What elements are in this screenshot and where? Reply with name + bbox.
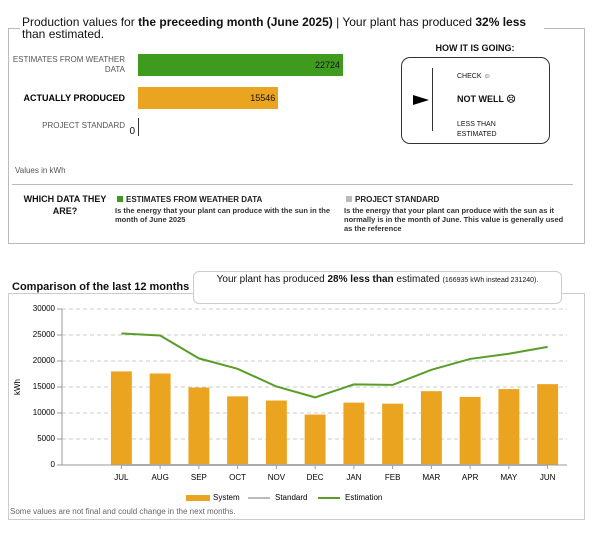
arrow: [413, 95, 429, 105]
y-tick-label: 30000: [33, 304, 56, 313]
legend-swatch: [186, 495, 210, 501]
bar-value: 0: [129, 126, 135, 137]
legend-label: System: [213, 493, 240, 502]
bar: [498, 389, 520, 465]
bar: [382, 403, 404, 465]
bar: [343, 402, 365, 465]
header-text: | Your plant has produced: [332, 15, 476, 29]
message-text: 28% less than: [327, 274, 394, 285]
message-text: (166935 kWh instead 231240).: [442, 277, 539, 284]
status-arrow: [413, 95, 429, 105]
chart-title: Comparison of the last 12 months: [8, 281, 194, 293]
bar: [149, 373, 171, 465]
bar-value: 15546: [250, 93, 276, 103]
bar: [537, 384, 559, 465]
x-tick-label: AUG: [151, 473, 168, 482]
bar: [420, 391, 442, 465]
bar: [110, 371, 132, 465]
bar: [138, 87, 279, 109]
y-tick-label: 0: [51, 460, 56, 469]
bar: [188, 387, 210, 465]
bar: [138, 54, 343, 76]
legend-label: Standard: [275, 493, 307, 502]
chart-note: Some values are not final and could chan…: [10, 507, 236, 516]
x-tick-label: DEC: [307, 473, 324, 482]
x-tick-label: SEP: [191, 473, 207, 482]
bar: [227, 396, 249, 465]
legend-label: Estimation: [345, 493, 382, 502]
message-text: Your plant has produced: [216, 274, 328, 285]
comparison-message: Your plant has produced 28% less than es…: [193, 271, 562, 304]
bar-label: PROJECT STANDARD: [42, 121, 125, 130]
line: [121, 332, 548, 399]
x-tick-label: FEB: [385, 473, 401, 482]
units-note: Values in kWh: [15, 166, 66, 175]
x-tick-label: MAY: [501, 473, 518, 482]
y-tick-label: 5000: [37, 434, 55, 443]
x-tick-label: NOV: [268, 473, 286, 482]
legend-description: Is the energy that your plant can produc…: [115, 206, 331, 224]
status-box: CHECK ☺ NOT WELL ☹ LESS THAN ESTIMATED: [401, 57, 550, 144]
status-level: LESS THAN ESTIMATED: [457, 121, 497, 138]
status-level: CHECK ☺: [457, 73, 491, 80]
x-tick-label: OCT: [229, 473, 246, 482]
y-tick-label: 25000: [33, 330, 56, 339]
bar: [265, 400, 287, 465]
message-text: estimated: [393, 274, 443, 285]
bottom-panel-frame: [8, 293, 585, 520]
legend-swatch: [346, 196, 352, 202]
bar-value: 22724: [314, 60, 340, 70]
legend-description: Is the energy that your plant can produc…: [344, 206, 564, 233]
x-tick-label: MAR: [422, 473, 440, 482]
legend-swatch: [117, 196, 123, 202]
legend-name: ESTIMATES FROM WEATHER DATA: [126, 195, 263, 204]
status-level: NOT WELL ☹: [457, 94, 516, 104]
bar-label: ACTUALLY PRODUCED: [23, 93, 125, 103]
y-tick-label: 10000: [33, 408, 56, 417]
header-text: Production values for: [22, 15, 139, 29]
legend-name: PROJECT STANDARD: [355, 195, 440, 204]
bar-label: ESTIMATES FROM WEATHER DATA: [12, 55, 125, 74]
header-text: the preceeding month (June 2025): [138, 15, 333, 29]
bar: [304, 414, 326, 465]
panel-header: Production values for the preceeding mon…: [20, 16, 544, 40]
legend-title: WHICH DATA THEY ARE?: [23, 194, 107, 216]
x-tick-label: JAN: [346, 473, 361, 482]
y-axis-label: kWh: [13, 379, 22, 395]
y-tick-label: 15000: [33, 382, 56, 391]
bar: [459, 396, 481, 465]
status-title: HOW IT IS GOING:: [435, 43, 515, 53]
y-tick-label: 20000: [33, 356, 56, 365]
status-scale: [432, 68, 433, 131]
x-tick-label: JUN: [540, 473, 556, 482]
x-tick-label: JUL: [114, 473, 129, 482]
header-text: than estimated.: [22, 27, 105, 41]
header-text: 32% less: [475, 15, 527, 29]
x-tick-label: APR: [462, 473, 479, 482]
